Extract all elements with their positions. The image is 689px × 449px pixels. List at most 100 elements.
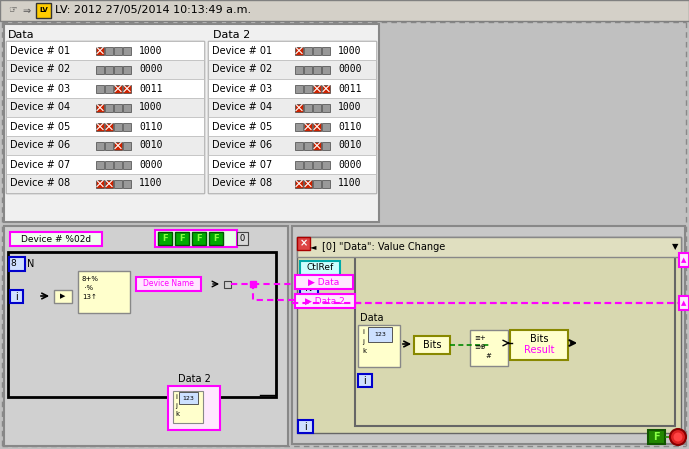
- Text: 0010: 0010: [139, 141, 163, 150]
- Bar: [96, 47, 104, 54]
- Text: 1000: 1000: [338, 45, 362, 56]
- Text: ◄: ◄: [310, 242, 316, 251]
- Bar: [208, 60, 376, 79]
- Text: F: F: [196, 234, 202, 243]
- Bar: [297, 237, 310, 250]
- Text: ×: ×: [300, 238, 307, 248]
- Text: 0110: 0110: [139, 122, 163, 132]
- Text: Device Name: Device Name: [143, 279, 194, 289]
- Bar: [224, 281, 231, 288]
- Bar: [209, 232, 223, 245]
- Text: 13↑: 13↑: [82, 294, 97, 300]
- Bar: [123, 141, 131, 150]
- Bar: [123, 160, 131, 168]
- Bar: [6, 98, 204, 117]
- Bar: [136, 277, 201, 291]
- Bar: [10, 232, 102, 246]
- Text: LV: 2012 27/05/2014 10:13:49 a.m.: LV: 2012 27/05/2014 10:13:49 a.m.: [55, 5, 251, 16]
- Text: ▼: ▼: [672, 242, 678, 251]
- Text: 0000: 0000: [338, 159, 362, 170]
- Bar: [313, 66, 321, 74]
- Bar: [414, 336, 450, 354]
- Bar: [295, 275, 353, 289]
- Bar: [54, 290, 72, 303]
- Bar: [313, 141, 321, 150]
- Bar: [208, 98, 376, 117]
- Text: Device # 06: Device # 06: [10, 141, 70, 150]
- Bar: [114, 160, 122, 168]
- Bar: [0, 0, 689, 21]
- Bar: [6, 174, 204, 193]
- Bar: [36, 3, 51, 18]
- Text: k: k: [362, 348, 366, 354]
- Text: 0000: 0000: [139, 159, 163, 170]
- Bar: [297, 237, 681, 257]
- Text: #: #: [485, 353, 491, 359]
- Bar: [105, 123, 113, 131]
- Bar: [6, 79, 204, 98]
- Text: ▲: ▲: [681, 300, 687, 306]
- Bar: [105, 84, 113, 92]
- Bar: [96, 84, 104, 92]
- Text: Device # 01: Device # 01: [10, 45, 70, 56]
- Text: F: F: [162, 234, 168, 243]
- Bar: [300, 281, 318, 295]
- Bar: [96, 160, 104, 168]
- Text: 1000: 1000: [139, 45, 163, 56]
- Text: Data 2: Data 2: [213, 30, 250, 40]
- Bar: [313, 104, 321, 111]
- Bar: [105, 47, 113, 54]
- Bar: [78, 271, 130, 313]
- Bar: [295, 294, 355, 308]
- Bar: [304, 104, 312, 111]
- Bar: [295, 160, 303, 168]
- Text: N: N: [27, 259, 34, 269]
- Text: Device # 01: Device # 01: [212, 45, 272, 56]
- Bar: [105, 141, 113, 150]
- Bar: [313, 47, 321, 54]
- Text: 1000: 1000: [139, 102, 163, 113]
- Bar: [322, 123, 330, 131]
- Bar: [322, 141, 330, 150]
- Circle shape: [674, 432, 683, 441]
- Bar: [123, 123, 131, 131]
- Bar: [4, 226, 288, 446]
- Text: 1100: 1100: [338, 179, 362, 189]
- Bar: [173, 391, 203, 423]
- Bar: [105, 180, 113, 188]
- Text: Data: Data: [360, 313, 384, 323]
- Bar: [237, 232, 248, 245]
- Text: 0010: 0010: [338, 141, 362, 150]
- Text: j: j: [362, 339, 364, 345]
- Bar: [114, 84, 122, 92]
- Bar: [8, 252, 276, 397]
- Text: Device # 02: Device # 02: [10, 65, 70, 75]
- Bar: [6, 155, 204, 174]
- Bar: [295, 84, 303, 92]
- Bar: [322, 66, 330, 74]
- Text: F: F: [213, 234, 219, 243]
- Bar: [295, 123, 303, 131]
- Bar: [313, 160, 321, 168]
- Bar: [114, 104, 122, 111]
- Bar: [295, 104, 303, 111]
- Bar: [123, 180, 131, 188]
- Bar: [208, 174, 376, 193]
- Bar: [304, 141, 312, 150]
- Bar: [96, 180, 104, 188]
- Bar: [6, 117, 204, 136]
- Bar: [114, 66, 122, 74]
- Bar: [295, 66, 303, 74]
- Circle shape: [670, 429, 686, 445]
- Text: Device # 03: Device # 03: [212, 84, 272, 93]
- Bar: [304, 84, 312, 92]
- Bar: [358, 374, 372, 387]
- Bar: [10, 290, 23, 303]
- Text: Device # 05: Device # 05: [212, 122, 272, 132]
- Text: 1000: 1000: [338, 102, 362, 113]
- Text: Bits: Bits: [423, 340, 441, 350]
- Text: ▶ Data: ▶ Data: [309, 277, 340, 286]
- Text: 1100: 1100: [139, 179, 163, 189]
- Text: j: j: [175, 403, 177, 409]
- Bar: [105, 160, 113, 168]
